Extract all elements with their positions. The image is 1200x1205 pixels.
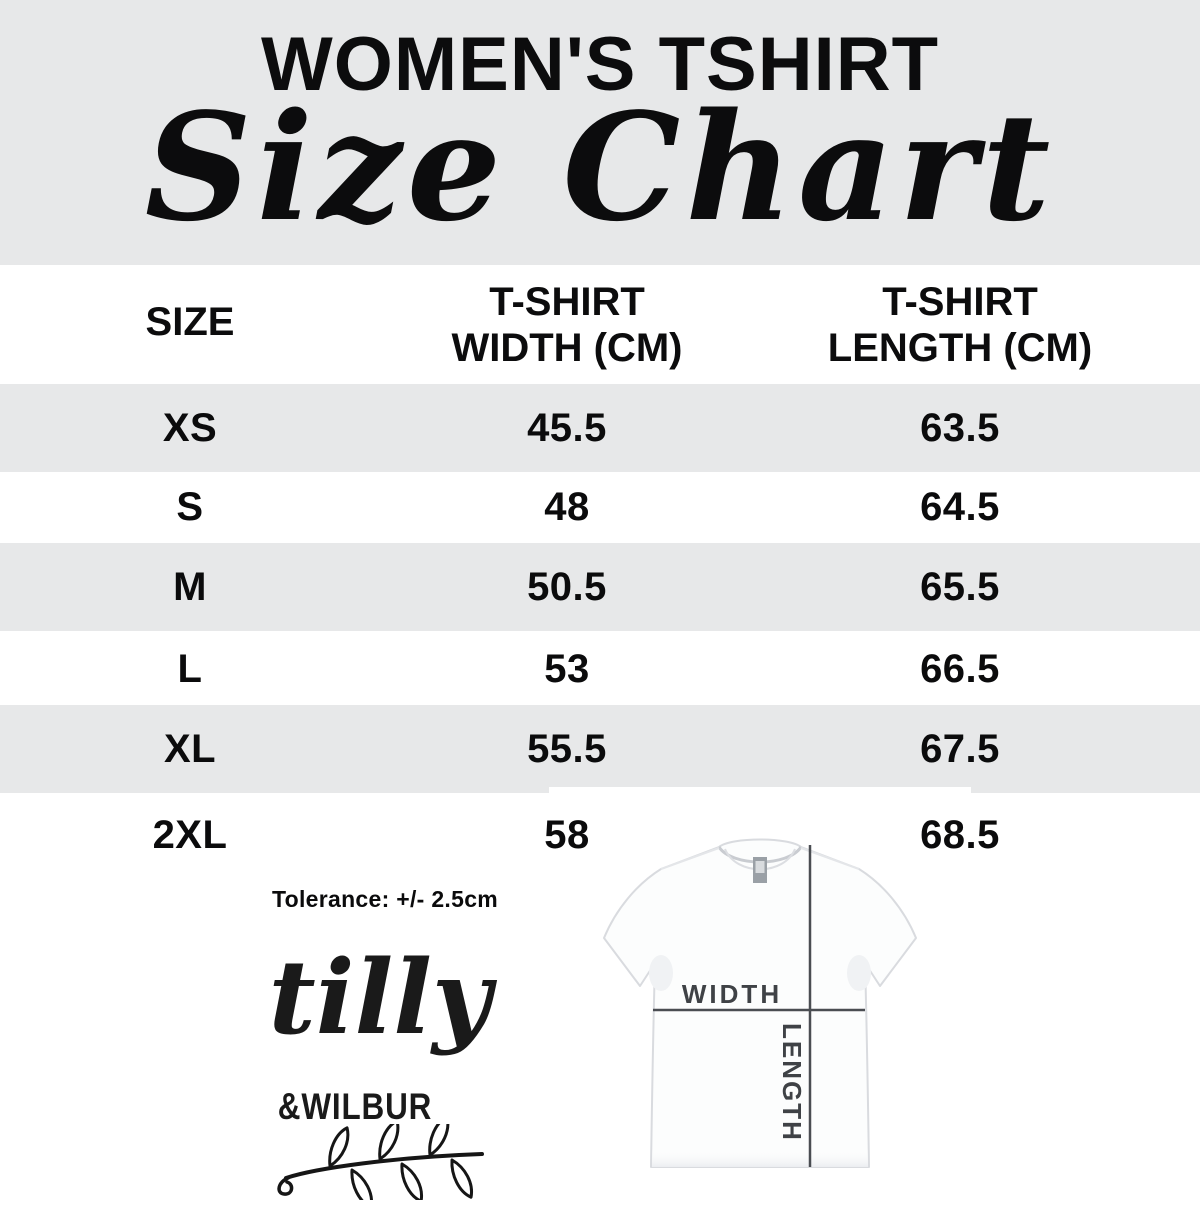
width-value: 45.5	[527, 406, 607, 450]
table-row: XS 45.5 63.5	[0, 408, 1200, 448]
neck-label-inner	[755, 861, 765, 873]
tshirt-photo: WIDTH LENGTH	[549, 787, 971, 1200]
hem-shade	[652, 1149, 868, 1167]
underarm-shade-right	[847, 955, 871, 991]
header-band	[0, 0, 1200, 265]
width-value: 53	[544, 647, 590, 691]
column-header-width-line2: WIDTH (CM)	[451, 326, 683, 370]
row-stripe-xl	[0, 705, 1200, 793]
table-row: M 50.5 65.5	[0, 567, 1200, 607]
underarm-shade-left	[649, 955, 673, 991]
size-label: XS	[162, 406, 218, 450]
length-value: 66.5	[920, 647, 1000, 691]
laurel-curl	[277, 1176, 294, 1196]
laurel-branch-graphic	[277, 1124, 484, 1200]
tolerance-note: Tolerance: +/- 2.5cm	[271, 886, 499, 912]
size-label: M	[173, 565, 207, 609]
size-label: L	[177, 647, 203, 691]
size-label: 2XL	[152, 813, 228, 857]
laurel-stem	[284, 1152, 484, 1180]
row-stripe-m	[0, 543, 1200, 631]
length-value: 67.5	[920, 727, 1000, 771]
length-value: 64.5	[920, 485, 1000, 529]
page-title: Size Chart	[144, 80, 1056, 254]
width-line-label: WIDTH	[682, 979, 782, 1009]
width-value: 48	[544, 485, 590, 529]
length-value: 63.5	[920, 406, 1000, 450]
column-header-width-line1: T-SHIRT	[489, 280, 645, 324]
tshirt-diagram: WIDTH LENGTH	[603, 838, 917, 1168]
brand-logo-script: tilly	[268, 938, 492, 1058]
column-header-length: T-SHIRT LENGTH (CM)	[760, 279, 1160, 371]
row-stripe-xs	[0, 384, 1200, 472]
table-row: S 48 64.5	[0, 487, 1200, 527]
column-header-size: SIZE	[145, 300, 235, 344]
table-row: L 53 66.5	[0, 649, 1200, 689]
length-value: 65.5	[920, 565, 1000, 609]
width-value: 58	[544, 813, 590, 857]
column-header-width: T-SHIRT WIDTH (CM)	[367, 279, 767, 371]
width-value: 55.5	[527, 727, 607, 771]
page-kicker: WOMEN'S TSHIRT	[260, 22, 940, 107]
length-line-label: LENGTH	[777, 1023, 807, 1142]
column-header-length-line1: T-SHIRT	[882, 280, 1038, 324]
laurel-leaves	[318, 1124, 481, 1200]
size-label: XL	[163, 727, 217, 771]
column-header-length-line2: LENGTH (CM)	[827, 326, 1093, 370]
length-value: 68.5	[920, 813, 1000, 857]
width-value: 50.5	[527, 565, 607, 609]
table-row: 2XL 58 68.5	[0, 815, 1200, 855]
brand-logo-caps: &WILBUR	[277, 1086, 433, 1127]
table-row: XL 55.5 67.5	[0, 729, 1200, 769]
size-label: S	[176, 485, 204, 529]
